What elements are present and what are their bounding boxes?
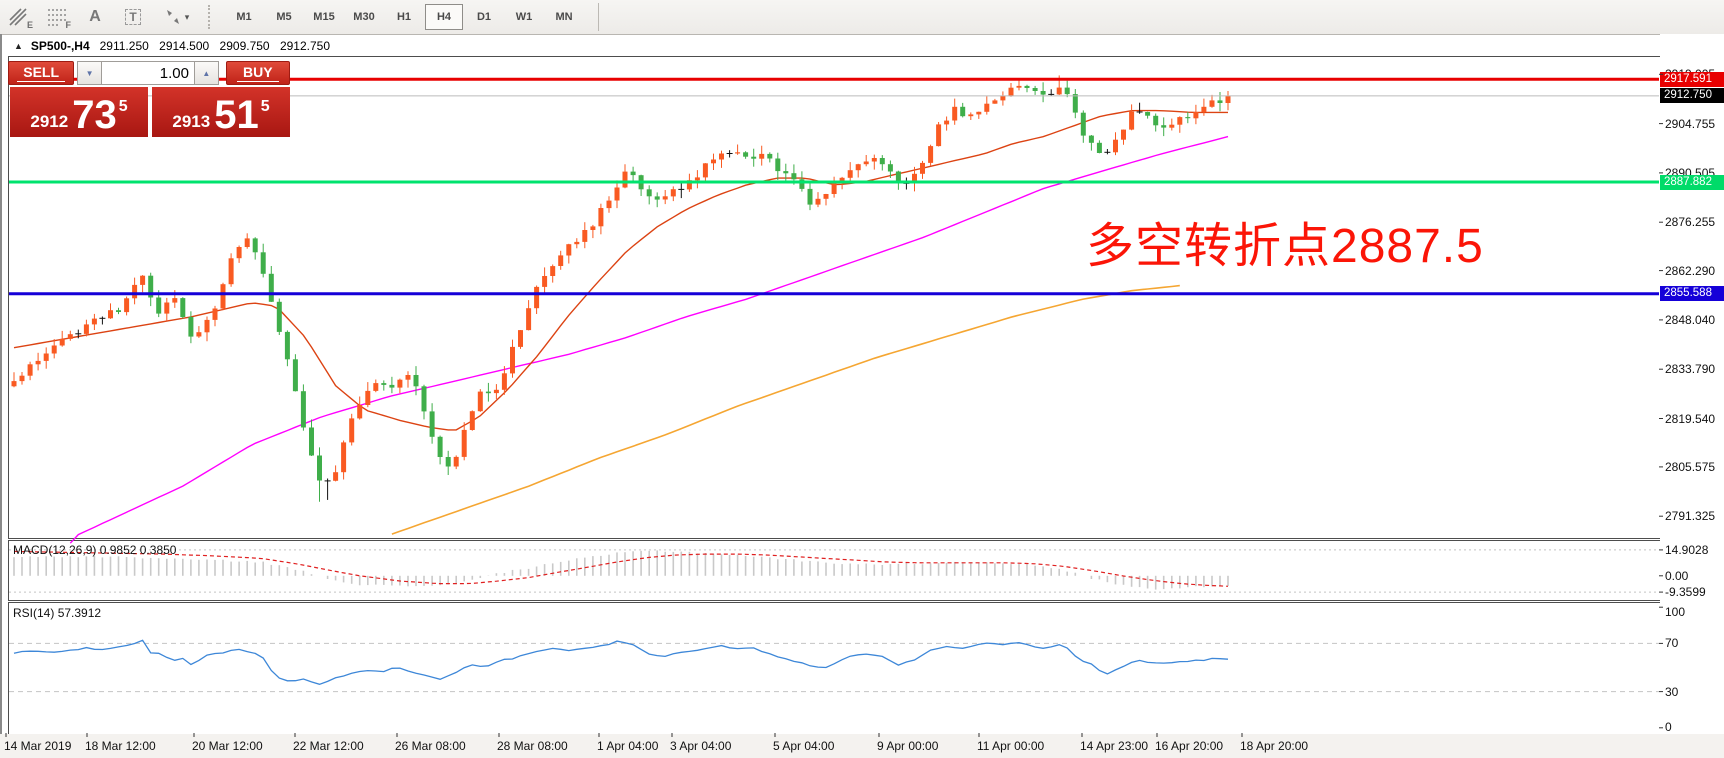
price-axis-tick: 2876.255 bbox=[1665, 215, 1716, 230]
dropdown-caret-icon[interactable]: ▾ bbox=[184, 11, 190, 22]
ohlc-readout: 2911.250 2914.500 2909.750 2912.750 bbox=[100, 39, 337, 53]
chart-symbol-period: SP500-,H4 bbox=[30, 38, 90, 53]
time-axis[interactable] bbox=[0, 734, 1724, 758]
low-value: 2909.750 bbox=[219, 38, 270, 53]
time-axis-tick: 14 Apr 23:00 bbox=[1080, 739, 1149, 753]
time-axis-tick: 14 Mar 2019 bbox=[4, 739, 72, 753]
rsi-axis-tick: 100 bbox=[1665, 605, 1686, 619]
fibo-lines-icon bbox=[48, 9, 66, 26]
toolbar-grip[interactable] bbox=[208, 5, 214, 29]
tool-sub-f: F bbox=[65, 20, 72, 30]
support-line-badge: 2855.588 bbox=[1660, 286, 1724, 302]
tool-sub-e: E bbox=[26, 20, 33, 30]
rsi-axis-tick: 30 bbox=[1665, 684, 1679, 699]
timeframe-group: M1 M5 M15 M30 H1 H4 D1 W1 MN bbox=[224, 4, 584, 30]
resistance-line-badge: 2917.591 bbox=[1660, 71, 1724, 87]
macd-axis-tick: 14.9028 bbox=[1665, 542, 1709, 557]
toolbar-separator bbox=[598, 3, 599, 31]
price-axis-tick: 2791.325 bbox=[1665, 509, 1716, 524]
text-box-tool-icon[interactable]: T bbox=[116, 3, 150, 31]
timeframe-m15[interactable]: M15 bbox=[313, 11, 335, 23]
ask-pip-digit: 5 bbox=[260, 98, 270, 115]
timeframe-h4[interactable]: H4 bbox=[425, 4, 463, 30]
rsi-value: 57.3912 bbox=[57, 606, 102, 620]
equidistant-channel-tool-icon[interactable]: E bbox=[2, 3, 36, 31]
hatch-icon bbox=[9, 8, 27, 26]
bid-price-box[interactable]: 2912 73 5 bbox=[10, 87, 148, 137]
timeframe-m5[interactable]: M5 bbox=[276, 11, 292, 23]
price-axis-tick: 2833.790 bbox=[1665, 362, 1716, 377]
spin-down-icon: ▼ bbox=[85, 68, 94, 78]
rsi-axis-tick: 0 bbox=[1665, 720, 1672, 734]
bid-big-digits: 73 bbox=[72, 93, 117, 137]
chinese-annotation-text: 多空转折点2887.5 bbox=[1086, 220, 1484, 273]
chart-title-bar: ▲ SP500-,H4 2911.250 2914.500 2909.750 2… bbox=[2, 36, 1724, 55]
bid-prefix: 2912 bbox=[30, 112, 69, 131]
timeframe-mn[interactable]: MN bbox=[555, 11, 573, 23]
macd-label: MACD(12,26,9) 0.9852 0.3850 bbox=[13, 543, 177, 557]
volume-decrease-button[interactable]: ▼ bbox=[77, 61, 102, 85]
time-axis-tick: 16 Apr 20:00 bbox=[1155, 739, 1224, 753]
pivot-line-badge: 2887.882 bbox=[1660, 174, 1724, 190]
text-label-tool-icon[interactable]: A bbox=[89, 8, 101, 25]
rsi-axis-tick: 70 bbox=[1665, 636, 1679, 651]
ask-prefix: 2913 bbox=[172, 112, 211, 131]
ask-big-digits: 51 bbox=[214, 93, 259, 137]
timeframe-h1[interactable]: H1 bbox=[396, 11, 412, 23]
time-axis-tick: 22 Mar 12:00 bbox=[293, 739, 364, 753]
time-axis-tick: 11 Apr 00:00 bbox=[977, 739, 1045, 753]
arrows-icon bbox=[166, 10, 179, 24]
rsi-label: RSI(14) 57.3912 bbox=[13, 606, 102, 620]
price-axis-tick: 2904.755 bbox=[1665, 116, 1716, 131]
close-value: 2912.750 bbox=[279, 38, 331, 53]
time-axis-tick: 1 Apr 04:00 bbox=[597, 739, 659, 753]
macd-axis-tick: 0.00 bbox=[1665, 568, 1689, 583]
time-axis-tick: 5 Apr 04:00 bbox=[773, 739, 835, 753]
macd-axis-tick: -9.3599 bbox=[1665, 585, 1706, 600]
timeframe-m1[interactable]: M1 bbox=[236, 11, 252, 23]
macd-values: 0.9852 0.3850 bbox=[99, 543, 177, 557]
macd-panel[interactable] bbox=[8, 540, 1661, 601]
timeframe-d1[interactable]: D1 bbox=[476, 11, 492, 23]
high-value: 2914.500 bbox=[159, 38, 210, 53]
price-axis-gutter[interactable] bbox=[1660, 34, 1724, 758]
ask-price-box[interactable]: 2913 51 5 bbox=[152, 87, 290, 137]
time-axis-tick: 28 Mar 08:00 bbox=[497, 739, 568, 753]
sell-button[interactable]: SELL bbox=[8, 61, 75, 85]
price-axis-tick: 2805.575 bbox=[1665, 459, 1716, 474]
open-value: 2911.250 bbox=[99, 38, 149, 53]
time-axis-tick: 3 Apr 04:00 bbox=[670, 739, 732, 753]
time-axis-tick: 18 Mar 12:00 bbox=[85, 739, 156, 753]
price-axis-tick: 2819.540 bbox=[1665, 411, 1716, 426]
collapse-chart-icon[interactable]: ▲ bbox=[14, 40, 23, 51]
time-axis-tick: 9 Apr 00:00 bbox=[877, 739, 939, 753]
timeframe-m30[interactable]: M30 bbox=[353, 11, 375, 23]
time-axis-tick: 20 Mar 12:00 bbox=[192, 739, 263, 753]
fibonacci-tool-icon[interactable]: F bbox=[40, 3, 74, 31]
window-left-border bbox=[0, 34, 2, 758]
bid-pip-digit: 5 bbox=[118, 98, 128, 115]
volume-increase-button[interactable]: ▲ bbox=[193, 61, 219, 85]
price-axis-tick: 2848.040 bbox=[1665, 312, 1716, 327]
last-price-line-badge: 2912.750 bbox=[1660, 88, 1724, 104]
toolbar: E F A T ▾ M1 M5 M15 M30 H1 H4 D1 W1 MN bbox=[0, 0, 1724, 35]
rsi-panel[interactable] bbox=[8, 602, 1661, 735]
spin-up-icon: ▲ bbox=[202, 68, 211, 78]
timeframe-w1[interactable]: W1 bbox=[515, 11, 533, 23]
volume-input[interactable] bbox=[101, 61, 194, 85]
buy-button[interactable]: BUY bbox=[225, 61, 291, 85]
time-axis-tick: 18 Apr 20:00 bbox=[1240, 739, 1309, 753]
time-axis-tick: 26 Mar 08:00 bbox=[395, 739, 466, 753]
arrows-tool-icon[interactable]: ▾ bbox=[154, 3, 198, 31]
price-axis-tick: 2862.290 bbox=[1665, 263, 1716, 278]
